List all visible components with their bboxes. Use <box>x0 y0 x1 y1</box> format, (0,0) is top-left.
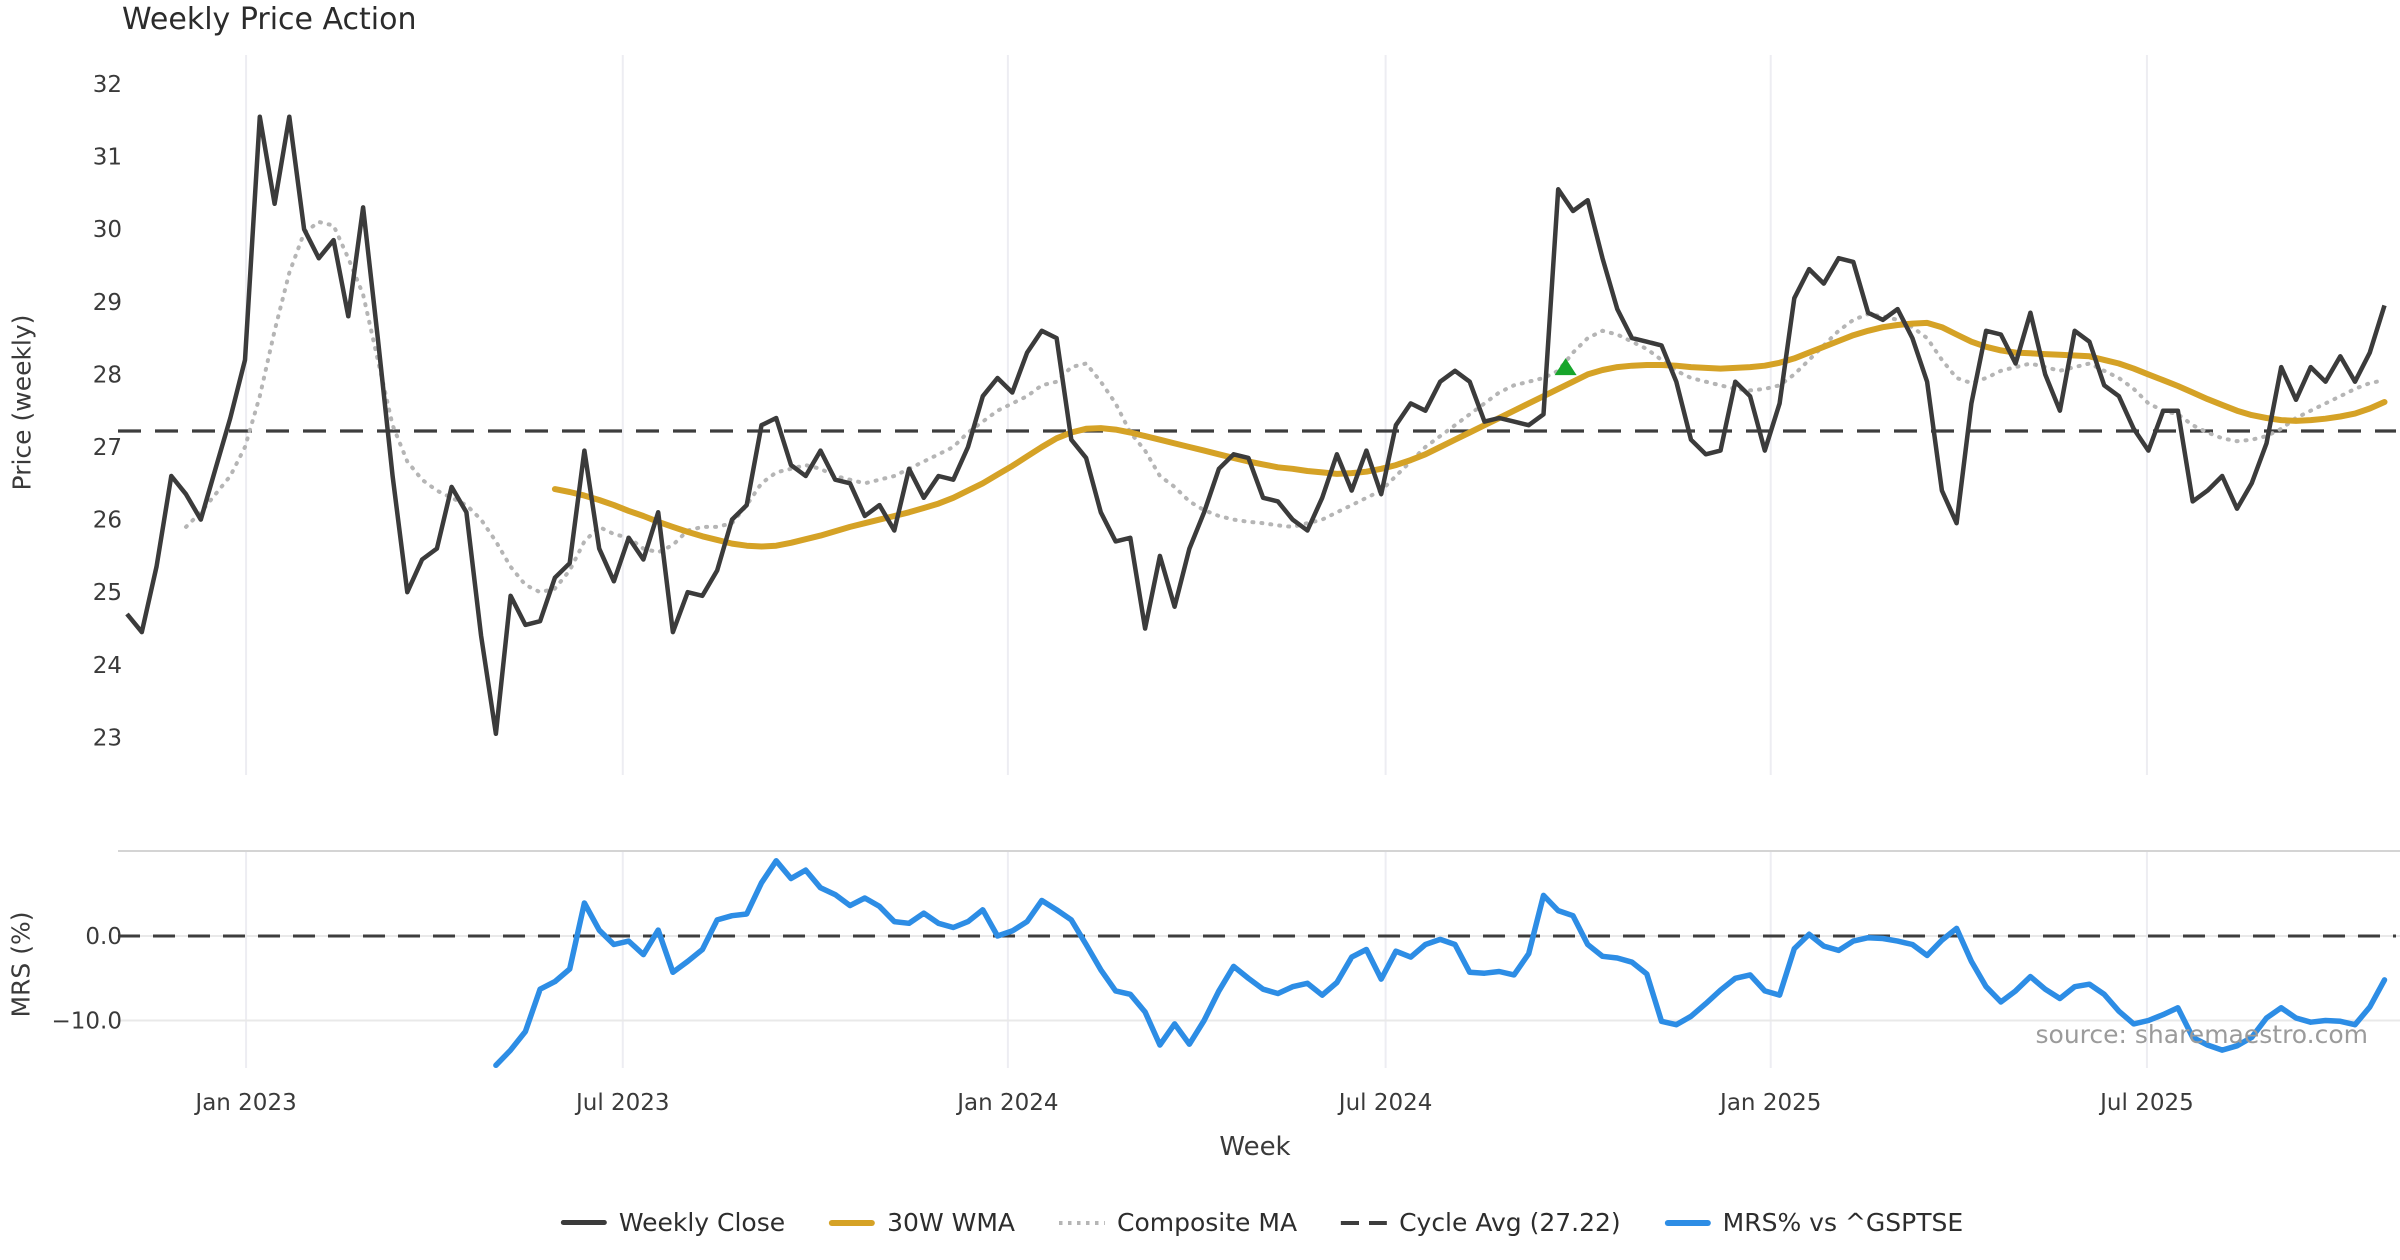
weekly-close-line-swatch <box>560 1220 607 1225</box>
x-tick-label: Jul 2025 <box>2098 1090 2194 1116</box>
source-note: source: sharemaestro.com <box>2035 1020 2369 1049</box>
x-axis-label: Week <box>1219 1132 1291 1162</box>
wma-line <box>551 319 2388 550</box>
x-tick-label: Jul 2024 <box>1337 1090 1433 1116</box>
mrs-tick-label: 0.0 <box>85 924 122 950</box>
price-tick-label: 23 <box>93 725 122 751</box>
x-tick-label: Jul 2023 <box>574 1090 670 1116</box>
price-tick-label: 25 <box>93 580 122 606</box>
chart-title: Weekly Price Action <box>122 2 417 37</box>
price-axis-label: Price (weekly) <box>7 314 37 491</box>
legend-label: Composite MA <box>1117 1208 1298 1237</box>
legend-label: Weekly Close <box>618 1208 786 1237</box>
price-tick-label: 26 <box>93 508 122 534</box>
price-tick-label: 24 <box>93 653 122 679</box>
price-tick-label: 29 <box>93 290 122 316</box>
legend-item-30w-wma: 30W WMA <box>829 1208 1015 1237</box>
legend-label: 30W WMA <box>887 1208 1016 1237</box>
mrs-tick-label: −10.0 <box>52 1009 122 1035</box>
mrs-line-swatch <box>1664 1219 1711 1226</box>
price-tick-label: 32 <box>93 72 122 98</box>
legend-item-mrs: MRS% vs ^GSPTSE <box>1664 1208 1964 1237</box>
x-tick-label: Jan 2024 <box>955 1090 1058 1116</box>
price-tick-label: 30 <box>93 217 122 243</box>
buy-signal-marker <box>1554 358 1577 376</box>
mrs-line <box>493 858 2388 1069</box>
wma-line-swatch <box>829 1219 876 1226</box>
price-tick-label: 28 <box>93 362 122 388</box>
price-tick-label: 31 <box>93 145 122 171</box>
composite-ma-line <box>184 219 2387 595</box>
legend-label: Cycle Avg (27.22) <box>1399 1208 1621 1237</box>
weekly-close-line <box>125 114 2387 737</box>
price-tick-label: 27 <box>93 435 122 461</box>
x-tick-label: Jan 2023 <box>193 1090 296 1116</box>
legend-item-cycle-avg: Cycle Avg (27.22) <box>1341 1208 1621 1237</box>
legend: Weekly Close 30W WMA Composite MA Cycle … <box>560 1208 1964 1237</box>
mrs-axis-label: MRS (%) <box>6 911 36 1018</box>
legend-label: MRS% vs ^GSPTSE <box>1722 1208 1964 1237</box>
legend-item-composite-ma: Composite MA <box>1059 1208 1297 1237</box>
cycle-avg-line-swatch <box>1341 1220 1388 1225</box>
x-tick-label: Jan 2025 <box>1718 1090 1821 1116</box>
composite-ma-line-swatch <box>1059 1220 1106 1225</box>
legend-item-weekly-close: Weekly Close <box>560 1208 786 1237</box>
